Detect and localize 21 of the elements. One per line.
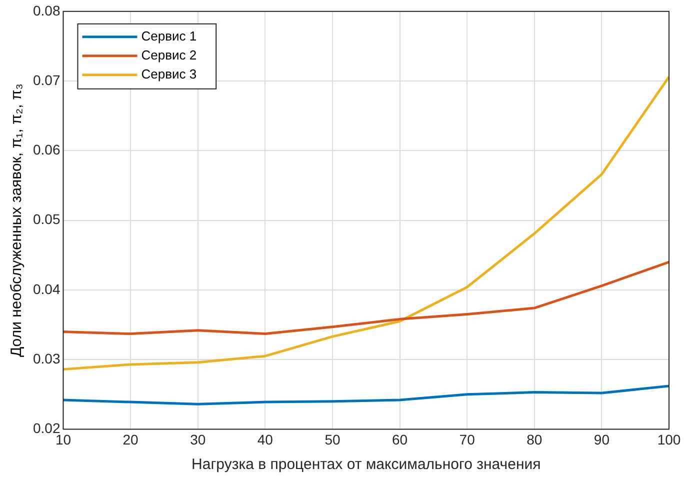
x-tick-label: 20 [122, 431, 139, 448]
x-tick-label: 90 [594, 431, 610, 448]
x-tick-label: 10 [55, 431, 72, 448]
legend-label: Сервис 2 [141, 47, 197, 62]
y-tick-label: 0.03 [33, 350, 60, 366]
x-tick-label: 30 [190, 431, 206, 448]
x-tick-label: 40 [257, 431, 274, 448]
y-tick-label: 0.07 [33, 72, 60, 88]
x-tick-label: 50 [324, 431, 340, 448]
x-tick-label: 100 [657, 431, 681, 448]
y-tick-label: 0.06 [33, 142, 60, 158]
legend-label: Сервис 1 [141, 28, 197, 44]
x-axis-title: Нагрузка в процентах от максимального значения [192, 456, 541, 474]
y-tick-label: 0.05 [33, 211, 60, 228]
x-tick-label: 70 [459, 431, 476, 448]
y-tick-label: 0.04 [33, 280, 60, 297]
legend-label: Сервис 3 [141, 66, 197, 82]
x-tick-label: 60 [392, 431, 408, 448]
y-tick-label: 0.08 [33, 2, 60, 18]
x-tick-label: 80 [526, 431, 542, 448]
y-axis-title: Доли необслуженных заявок, π₁, π₂, π₃ [8, 84, 26, 358]
